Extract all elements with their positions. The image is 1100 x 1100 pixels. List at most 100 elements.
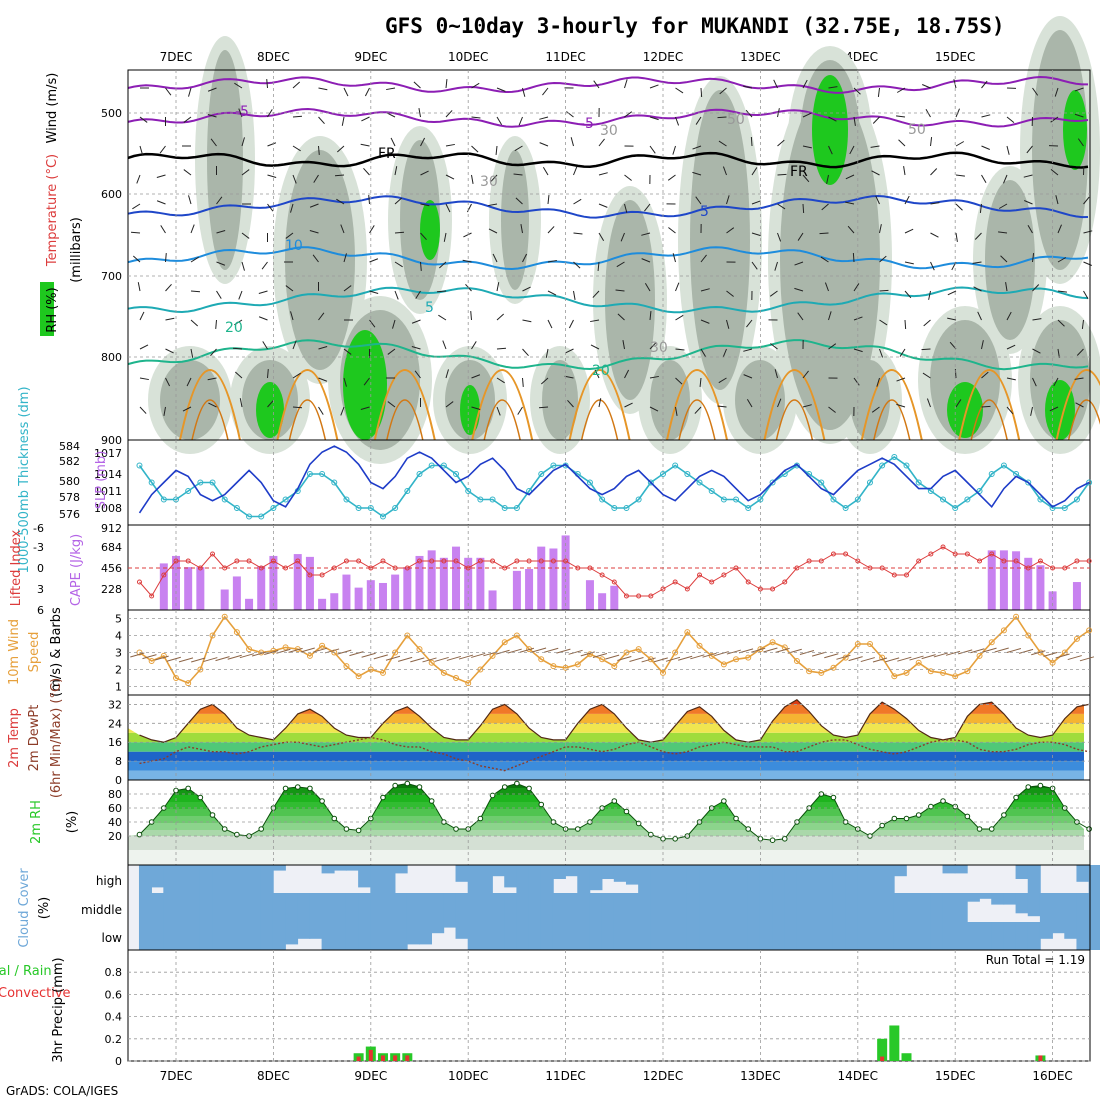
wind-barb — [930, 137, 933, 147]
cloud-cell-low — [1003, 922, 1017, 950]
cloud-cell-middle — [808, 893, 822, 922]
wind-barb — [928, 290, 931, 300]
cloud-cell-low — [577, 922, 591, 950]
wind-speed-point — [428, 659, 435, 666]
cloud-cell-middle — [419, 893, 432, 922]
cloud-cell-middle — [662, 893, 676, 922]
ylabel-convective: Convective — [0, 986, 71, 1001]
cape-bar — [476, 557, 485, 610]
wind-barb — [955, 174, 965, 177]
wind-speed-point — [599, 656, 606, 663]
rh-point — [538, 801, 545, 808]
wind-barb — [496, 282, 500, 292]
wind-speed-point — [1013, 613, 1020, 620]
cape-bar — [257, 566, 266, 610]
cloud-cell-high — [674, 865, 688, 893]
cloud-cell-middle — [881, 893, 895, 922]
wind-barb — [678, 655, 693, 661]
thickness-point — [331, 479, 338, 486]
wind-barb — [981, 340, 984, 350]
cape-bar — [403, 567, 412, 610]
wind-barb — [363, 167, 370, 176]
lifted-index-line — [139, 546, 1090, 597]
thickness-point — [465, 488, 472, 494]
wind-barb — [690, 654, 705, 660]
wind-barb — [955, 203, 963, 211]
cloud-cell-middle — [857, 893, 871, 922]
cloud-level-label: low — [102, 931, 123, 945]
cape-bar — [427, 550, 436, 610]
cloud-cell-low — [601, 922, 615, 950]
wind-barb — [904, 290, 912, 299]
temp-band — [128, 751, 1084, 762]
cloud-cell-low — [455, 922, 469, 939]
cape-bar — [1024, 557, 1033, 610]
wind-barb — [1006, 145, 1010, 155]
wind-barb — [958, 649, 973, 655]
precip-convective-bar — [380, 1055, 385, 1061]
wind-barb — [726, 227, 735, 234]
rh-point — [197, 794, 204, 801]
lifted-index-point — [940, 544, 946, 550]
cloud-cell-high — [187, 865, 201, 893]
cape-bar — [1048, 591, 1057, 610]
wind-barb — [142, 654, 157, 660]
cloud-cell-middle — [650, 893, 664, 922]
wind-barb — [318, 377, 328, 382]
wind-barb — [519, 647, 535, 653]
surface-temp-contour — [1055, 369, 1100, 441]
wind-barb — [1079, 656, 1095, 662]
cloud-cell-middle — [1003, 893, 1017, 905]
cloud-cell-high — [492, 865, 506, 877]
cloud-cell-low — [735, 922, 749, 950]
wind-speed-point — [915, 659, 922, 666]
rh-point — [209, 812, 216, 818]
wind-barb — [860, 657, 875, 663]
lifted-index-point — [222, 565, 228, 571]
top-date-label: 9DEC — [354, 50, 387, 64]
cloud-cell-high — [772, 865, 786, 893]
thickness-point — [854, 496, 861, 503]
wind-barb — [797, 232, 804, 241]
wind-barb — [667, 174, 676, 181]
rh-point — [404, 780, 411, 787]
wind-speed-point — [745, 654, 752, 661]
cloud-cell-high — [504, 865, 518, 888]
thickness-point — [623, 505, 630, 511]
wind-barb — [879, 348, 884, 358]
rh-point — [879, 822, 885, 829]
wind-barb — [885, 657, 900, 663]
cloud-cell-middle — [747, 893, 761, 922]
wind-speed-point — [733, 656, 740, 663]
wind-barb — [518, 116, 523, 126]
lifted-index-point — [1074, 558, 1080, 564]
lifted-index-point — [623, 593, 629, 599]
wind-barb — [132, 203, 141, 210]
wind-barb — [442, 340, 447, 350]
wind-barb — [369, 290, 379, 294]
thickness-point — [282, 496, 289, 503]
wind-barb — [522, 286, 531, 292]
wind-barb — [1032, 87, 1039, 96]
thickness-point — [416, 471, 423, 477]
wind-barb — [1075, 402, 1084, 408]
bottom-date-label: 15DEC — [935, 1069, 975, 1083]
thickness-point — [233, 505, 240, 511]
cloud-cell-low — [686, 922, 700, 950]
rh-contour-green — [420, 200, 440, 260]
wind-barb — [232, 347, 243, 350]
thickness-point — [367, 505, 374, 511]
cape-bar — [184, 567, 193, 610]
surface-temp-contour — [191, 399, 229, 441]
thickness-point — [209, 479, 216, 486]
lifted-index-point — [575, 565, 581, 571]
wind-barb — [266, 78, 268, 89]
cloud-cell-middle — [820, 893, 834, 922]
cloud-cell-low — [625, 922, 639, 950]
wind-barb — [853, 377, 860, 386]
wind-barb — [191, 657, 206, 663]
wind-speed-point — [708, 652, 715, 659]
wind-barb — [166, 656, 181, 662]
wind-speed-point — [660, 669, 666, 676]
cloud-cell-low — [297, 922, 311, 939]
